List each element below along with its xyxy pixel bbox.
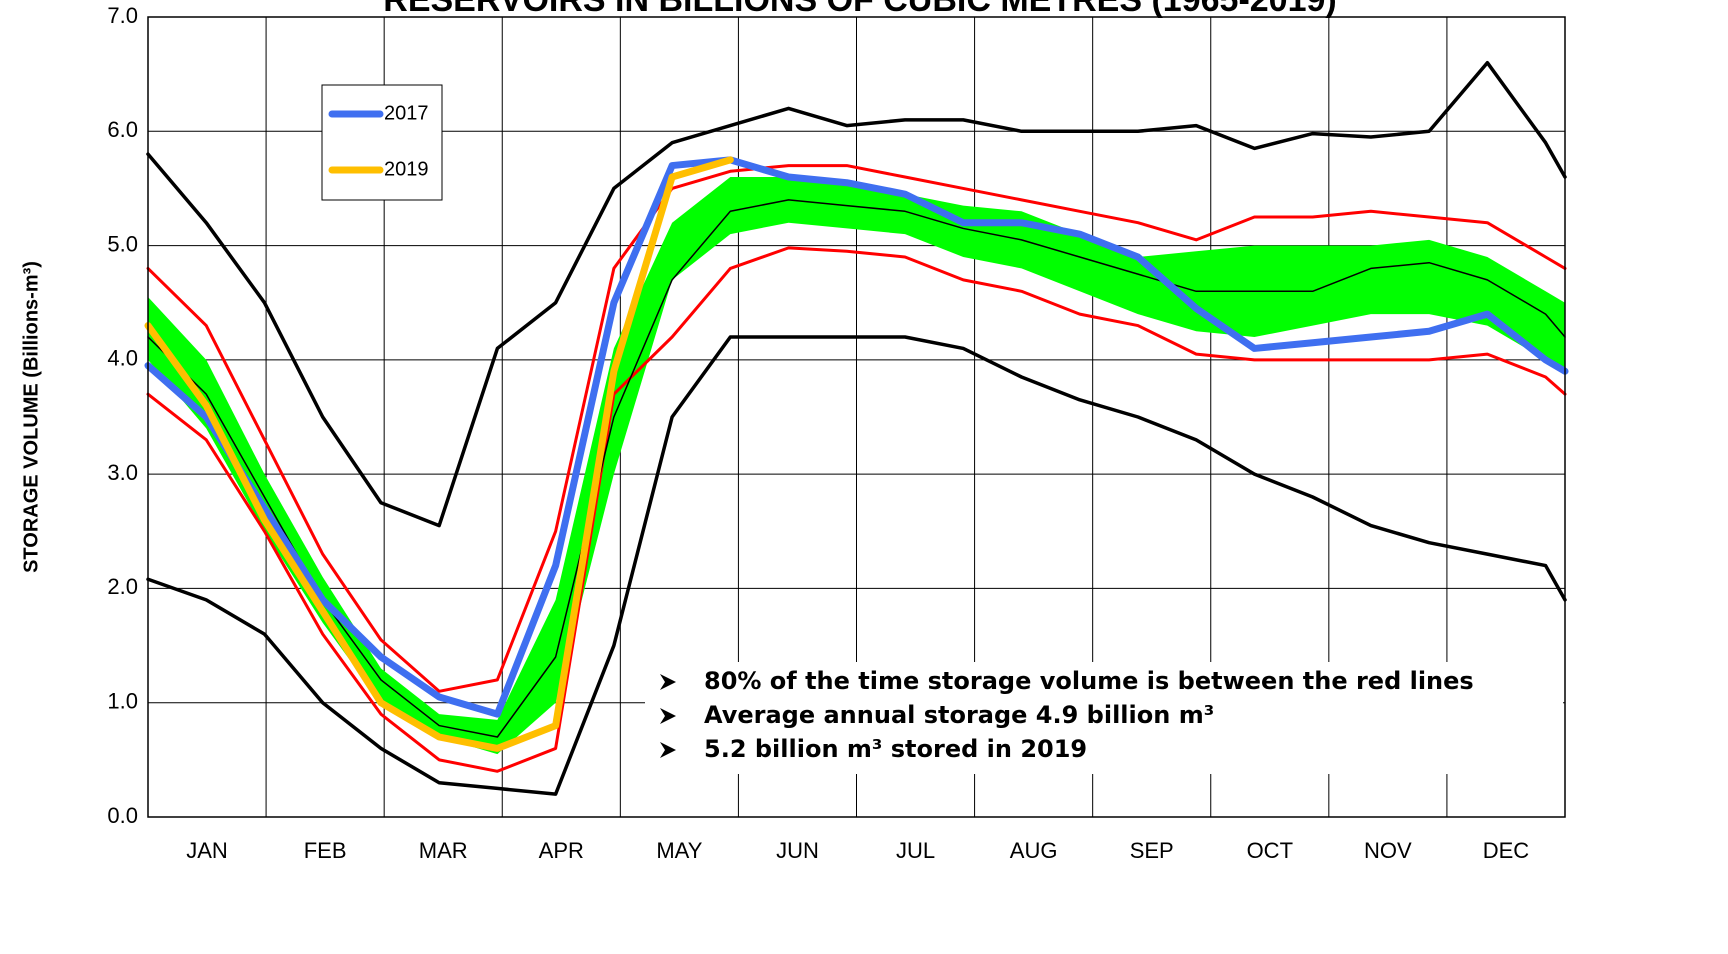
y-tick-label: 3.0 xyxy=(107,460,138,485)
x-tick-label: APR xyxy=(539,838,584,863)
x-tick-label: MAR xyxy=(419,838,468,863)
series-line xyxy=(144,156,1569,718)
x-tick-label: MAY xyxy=(656,838,702,863)
y-tick-label: 4.0 xyxy=(107,346,138,371)
annotation: 5.2 billion m³ stored in 2019 xyxy=(704,735,1087,763)
bullet-arrow xyxy=(660,742,676,758)
bullet-arrow xyxy=(660,708,676,724)
y-tick-label: 7.0 xyxy=(107,3,138,28)
annotation: Average annual storage 4.9 billion m³ xyxy=(704,701,1214,729)
x-tick-label: NOV xyxy=(1364,838,1412,863)
annotation: 80% of the time storage volume is betwee… xyxy=(704,667,1474,695)
x-tick-label: JUL xyxy=(896,838,935,863)
x-tick-label: JUN xyxy=(776,838,819,863)
x-tick-label: DEC xyxy=(1483,838,1530,863)
y-tick-label: 1.0 xyxy=(107,689,138,714)
plot-frame xyxy=(147,16,1566,818)
y-tick-label: 2.0 xyxy=(107,574,138,599)
envelope-line xyxy=(147,199,1566,738)
y-tick-label: 0.0 xyxy=(107,803,138,828)
bullet-arrow xyxy=(660,674,676,690)
x-tick-label: AUG xyxy=(1010,838,1058,863)
y-tick-label: 5.0 xyxy=(107,231,138,256)
y-tick-label: 6.0 xyxy=(107,117,138,142)
chart-title: RESERVOIRS IN BILLIONS OF CUBIC METRES (… xyxy=(383,0,1336,19)
x-tick-label: OCT xyxy=(1247,838,1293,863)
envelope-line xyxy=(146,335,1567,796)
x-tick-label: JAN xyxy=(186,838,228,863)
x-tick-label: FEB xyxy=(304,838,347,863)
annotation-backdrop xyxy=(645,662,1563,774)
legend-label: 2017 xyxy=(384,102,429,124)
x-tick-label: SEP xyxy=(1130,838,1174,863)
envelope-line xyxy=(146,246,1567,773)
legend-label: 2019 xyxy=(384,158,429,180)
series-line xyxy=(144,156,734,752)
envelope-line xyxy=(146,60,1567,528)
envelope-line xyxy=(146,164,1567,693)
legend-box xyxy=(321,84,443,201)
y-axis-label: STORAGE VOLUME (Billions-m³) xyxy=(20,261,42,573)
